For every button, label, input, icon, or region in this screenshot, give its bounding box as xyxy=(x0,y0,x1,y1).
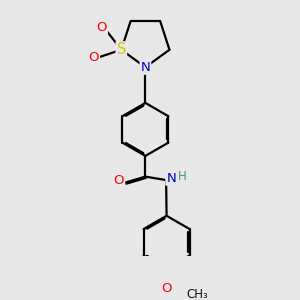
Text: CH₃: CH₃ xyxy=(187,288,208,300)
Text: O: O xyxy=(97,21,107,34)
Text: O: O xyxy=(161,282,172,295)
Text: H: H xyxy=(178,170,187,183)
Text: O: O xyxy=(114,174,124,187)
Text: O: O xyxy=(88,51,99,64)
Text: S: S xyxy=(117,42,126,57)
Text: N: N xyxy=(166,172,176,185)
Text: N: N xyxy=(140,61,150,74)
